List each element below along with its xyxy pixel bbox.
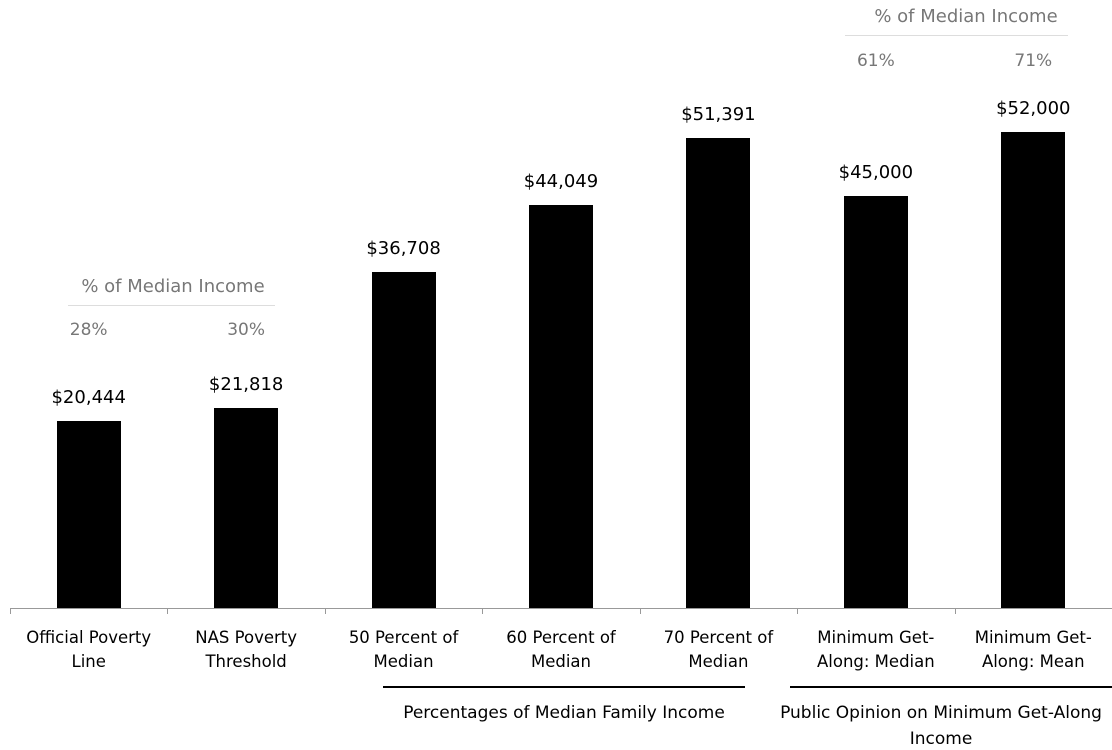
x-tick: [10, 608, 11, 614]
x-tick-label: Minimum Get-Along: Median: [816, 628, 935, 671]
x-tick-label: 70 Percent of Median: [663, 628, 774, 671]
median-share-label: 30%: [227, 320, 266, 340]
x-tick-label: 50 Percent of Median: [348, 628, 459, 671]
group-rule: [383, 686, 745, 688]
value-label: $20,444: [51, 386, 126, 408]
median-share-title: % of Median Income: [874, 6, 1058, 27]
x-tick-label: Minimum Get-Along: Mean: [974, 628, 1092, 671]
x-tick: [639, 608, 641, 614]
bar: [1001, 132, 1066, 608]
bar: [371, 272, 436, 608]
median-share-rule: [68, 305, 275, 306]
x-tick: [954, 608, 956, 614]
group-label: Public Opinion on Minimum Get-Along Inco…: [780, 703, 1102, 749]
x-tick: [482, 608, 484, 614]
bar: [686, 137, 751, 608]
median-share-label: 28%: [69, 320, 108, 340]
bar: [529, 204, 593, 608]
median-share-title: % of Median Income: [81, 276, 265, 297]
x-tick: [324, 608, 326, 614]
group-label: Percentages of Median Family Income: [403, 703, 725, 723]
bar: [843, 196, 908, 608]
median-share-label: 61%: [856, 51, 895, 71]
value-label: $36,708: [366, 238, 441, 260]
group-rule: [790, 686, 1112, 688]
x-tick-label: Official Poverty Line: [26, 628, 152, 671]
bar: [56, 420, 121, 608]
value-label: $52,000: [996, 98, 1071, 120]
x-axis: [10, 608, 1112, 609]
x-tick-label: 60 Percent of Median: [506, 628, 616, 671]
value-label: $51,391: [681, 103, 756, 125]
value-label: $45,000: [838, 162, 914, 184]
value-label: $44,049: [523, 170, 599, 192]
x-tick: [167, 608, 169, 614]
x-tick-label: NAS Poverty Threshold: [195, 628, 298, 671]
value-label: $21,818: [208, 374, 284, 396]
median-share-rule: [845, 35, 1068, 36]
bar: [214, 408, 279, 608]
median-share-label: 71%: [1014, 51, 1053, 71]
x-tick: [797, 608, 799, 614]
